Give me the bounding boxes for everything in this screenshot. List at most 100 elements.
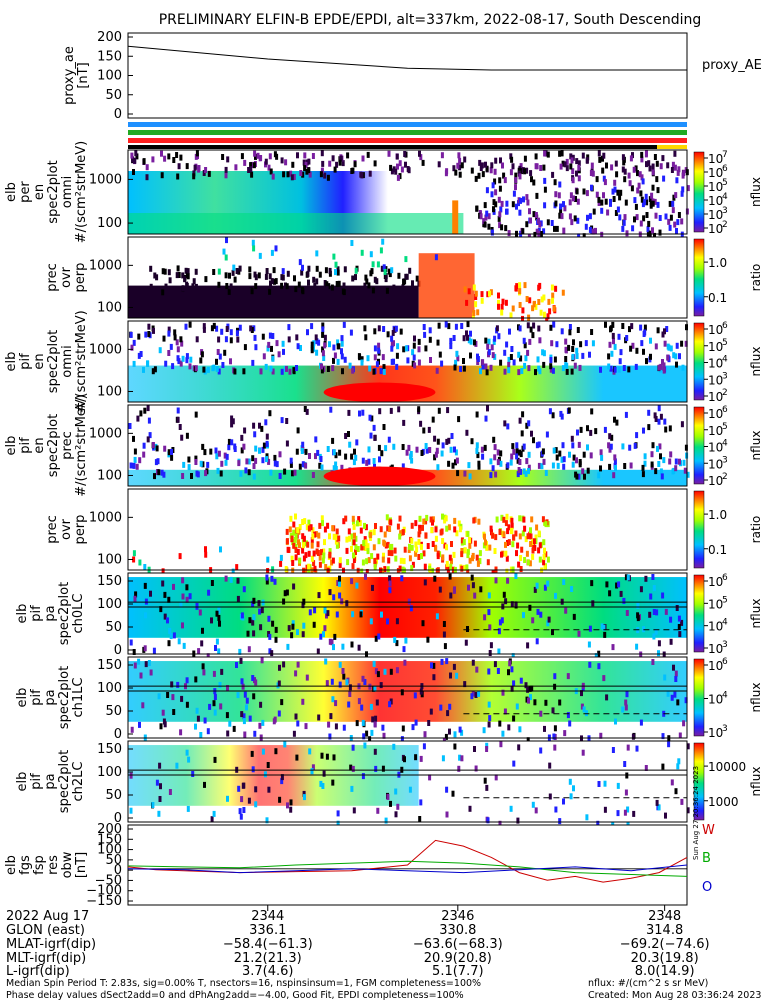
ytick-label: 100 bbox=[97, 384, 122, 399]
heatmap-cell bbox=[334, 461, 338, 468]
ephem-row-value: 21.2(21.3) bbox=[234, 951, 302, 966]
heatmap-cell bbox=[537, 462, 541, 469]
heatmap-cell bbox=[400, 166, 404, 173]
heatmap-cell bbox=[508, 328, 511, 335]
heatmap-cell bbox=[458, 171, 462, 178]
heatmap-cell bbox=[498, 185, 502, 192]
heatmap-cell bbox=[470, 438, 474, 445]
heatmap-cell bbox=[531, 617, 535, 624]
heatmap-cell bbox=[288, 526, 292, 533]
heatmap-cell bbox=[422, 427, 426, 434]
heatmap-cell bbox=[424, 345, 428, 352]
heatmap-cell bbox=[243, 159, 247, 166]
heatmap-cell bbox=[306, 541, 310, 548]
heatmap-cell bbox=[506, 528, 510, 535]
heatmap-cell bbox=[597, 663, 601, 670]
heatmap-cell bbox=[483, 533, 486, 540]
colorbar-tick-label: 10 bbox=[708, 407, 723, 421]
heatmap-cell bbox=[342, 282, 346, 289]
heatmap-cell bbox=[291, 560, 295, 566]
heatmap-cell bbox=[621, 154, 625, 161]
heatmap-cell bbox=[643, 460, 647, 467]
heatmap-cell bbox=[317, 714, 321, 721]
heatmap-cell bbox=[664, 213, 668, 220]
chart-title: PRELIMINARY ELFIN-B EPDE/EPDI, alt=337km… bbox=[159, 12, 702, 28]
heatmap-cell bbox=[611, 321, 615, 328]
heatmap-cell bbox=[296, 549, 300, 555]
heatmap-cell bbox=[302, 555, 306, 562]
heatmap-cell bbox=[499, 450, 503, 457]
heatmap-cell bbox=[608, 590, 612, 597]
heatmap-cell bbox=[488, 650, 492, 656]
heatmap-cell bbox=[324, 267, 328, 274]
heatmap-cell bbox=[254, 153, 257, 160]
heatmap-cell bbox=[504, 225, 508, 232]
heatmap-cell bbox=[577, 233, 581, 240]
heatmap-cell bbox=[274, 748, 278, 755]
colorbar-tick-label: 1000 bbox=[708, 795, 739, 809]
heatmap-cell bbox=[329, 406, 333, 413]
heatmap-cell bbox=[606, 209, 610, 216]
heatmap-cell bbox=[526, 642, 530, 649]
heatmap-cell bbox=[317, 532, 321, 539]
heatmap-cell bbox=[340, 335, 344, 342]
heatmap-cell bbox=[625, 230, 629, 237]
heatmap-cell bbox=[361, 409, 365, 416]
heatmap-cell bbox=[577, 473, 581, 480]
heatmap-cell bbox=[185, 677, 189, 684]
heatmap-cell bbox=[475, 411, 479, 418]
heatmap-cell bbox=[318, 462, 322, 469]
heatmap-cell bbox=[603, 179, 607, 186]
ylabel-line: elb bbox=[4, 182, 19, 202]
heatmap-cell bbox=[551, 171, 555, 178]
heatmap-cell bbox=[502, 531, 506, 538]
heatmap-cell bbox=[437, 161, 441, 168]
heatmap-cell bbox=[496, 449, 500, 456]
heatmap-cell bbox=[458, 526, 462, 533]
heatmap-cell bbox=[217, 281, 221, 288]
heatmap-cell bbox=[642, 215, 646, 222]
heatmap-cell bbox=[445, 544, 448, 551]
heatmap-cell bbox=[354, 549, 357, 555]
ylabel-line: #/(scm²strMeV) bbox=[74, 394, 89, 497]
heatmap-cell bbox=[226, 730, 230, 737]
heatmap-cell bbox=[618, 214, 622, 221]
heatmap-cell bbox=[370, 553, 374, 560]
heatmap-cell bbox=[210, 816, 214, 823]
heatmap-cell bbox=[347, 701, 351, 708]
heatmap-cell bbox=[636, 187, 640, 194]
heatmap-cell bbox=[371, 716, 375, 723]
heatmap-cell bbox=[671, 468, 675, 475]
heatmap-cell bbox=[252, 245, 256, 252]
heatmap-cell bbox=[317, 339, 321, 346]
heatmap-cell bbox=[534, 534, 538, 541]
heatmap-cell bbox=[640, 340, 644, 347]
heatmap-cell bbox=[559, 203, 563, 210]
heatmap-cell bbox=[670, 779, 674, 786]
heatmap-cell bbox=[646, 230, 650, 237]
heatmap-cell bbox=[289, 515, 293, 522]
heatmap-cell bbox=[573, 215, 577, 222]
heatmap-cell bbox=[537, 441, 541, 448]
heatmap-cell bbox=[304, 448, 308, 455]
heatmap-cell bbox=[428, 568, 432, 575]
heatmap-cell bbox=[311, 153, 315, 159]
heatmap-cell bbox=[579, 341, 583, 348]
heatmap-cell bbox=[146, 405, 150, 412]
heatmap-cell bbox=[529, 541, 533, 547]
heatmap-cell bbox=[348, 691, 352, 697]
heatmap-cell bbox=[175, 339, 179, 346]
heatmap-cell bbox=[535, 442, 539, 449]
colorbar-tick-label: 10 bbox=[708, 457, 723, 471]
heatmap-cell bbox=[558, 818, 562, 825]
heatmap-cell bbox=[515, 203, 518, 210]
heatmap-cell bbox=[307, 265, 311, 272]
heatmap-cell bbox=[542, 361, 546, 368]
heatmap-cell bbox=[657, 650, 660, 657]
heatmap-cell bbox=[493, 548, 497, 554]
heatmap-cell bbox=[330, 639, 334, 646]
heatmap-cell bbox=[381, 556, 385, 563]
heatmap-cell bbox=[460, 162, 464, 169]
footer-line2-left: Phase delay values dSect2add=0 and dPhAn… bbox=[6, 990, 464, 1000]
heatmap-cell bbox=[266, 762, 270, 768]
